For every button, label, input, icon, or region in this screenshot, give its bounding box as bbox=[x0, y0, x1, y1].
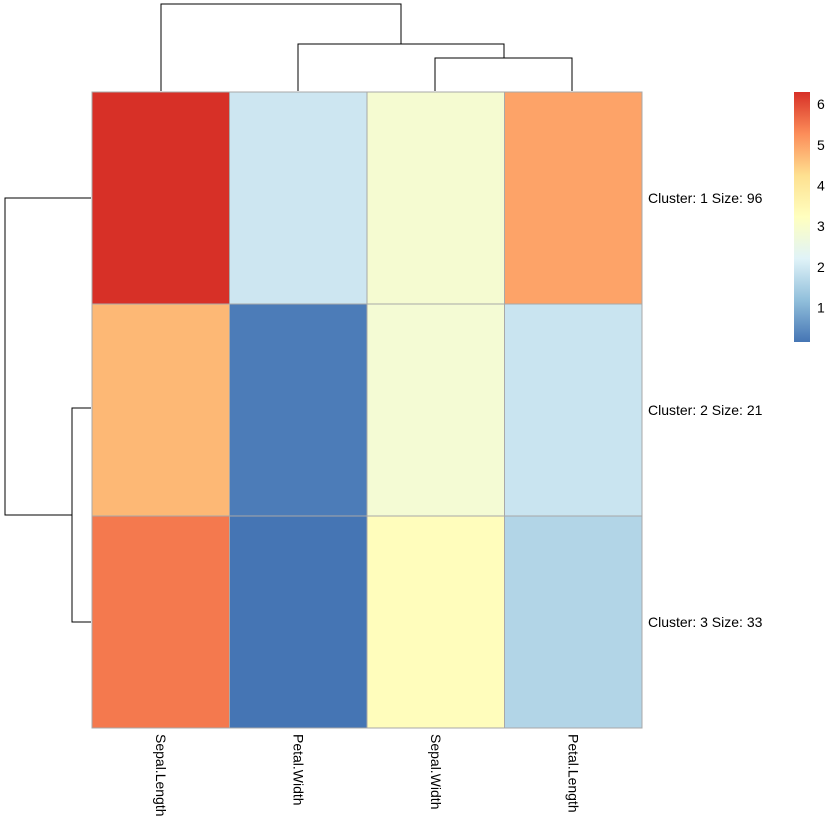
row-labels: Cluster: 1 Size: 96 Cluster: 2 Size: 21 Cl… bbox=[648, 190, 763, 630]
column-dendrogram bbox=[160, 3, 573, 91]
heatmap-cell-r3-c4 bbox=[504, 515, 643, 729]
legend-tick-label: 2 bbox=[817, 259, 825, 275]
row-label: Cluster: 2 Size: 21 bbox=[648, 402, 763, 418]
row-label: Cluster: 1 Size: 96 bbox=[648, 190, 763, 206]
heatmap-cell-r2-c1 bbox=[91, 303, 230, 517]
heatmap-cell-r2-c4 bbox=[504, 303, 643, 517]
column-label: Petal.Length bbox=[565, 734, 581, 813]
color-legend: 1 2 3 4 5 6 bbox=[794, 92, 825, 342]
heatmap-cell-r3-c3 bbox=[366, 515, 505, 729]
row-label: Cluster: 3 Size: 33 bbox=[648, 614, 763, 630]
column-dendrogram-link bbox=[160, 3, 402, 91]
heatmap-cell-r3-c1 bbox=[91, 515, 230, 729]
heatmap-cell-r2-c3 bbox=[366, 303, 505, 517]
heatmap-cell-r2-c2 bbox=[229, 303, 368, 517]
column-label: Sepal.Length bbox=[153, 734, 169, 817]
row-dendrogram-link bbox=[71, 407, 91, 623]
legend-tick-label: 4 bbox=[817, 177, 825, 193]
heatmap-cell-r3-c2 bbox=[229, 515, 368, 729]
heatmap-cells bbox=[91, 91, 643, 729]
column-label: Sepal.Width bbox=[428, 734, 444, 809]
heatmap-cell-r1-c2 bbox=[229, 91, 368, 305]
legend-tick-label: 3 bbox=[817, 218, 825, 234]
column-label: Petal.Width bbox=[290, 734, 306, 806]
legend-color-bar bbox=[794, 92, 810, 342]
heatmap-cell-r1-c4 bbox=[504, 91, 643, 305]
legend-tick-label: 5 bbox=[817, 137, 825, 153]
row-dendrogram-link bbox=[4, 197, 91, 516]
legend-tick-label: 1 bbox=[817, 299, 825, 315]
row-dendrogram bbox=[4, 197, 91, 623]
legend-tick-label: 6 bbox=[817, 96, 825, 112]
column-dendrogram-link bbox=[434, 57, 573, 91]
column-dendrogram-link bbox=[297, 43, 505, 91]
heatmap-cell-r1-c1 bbox=[91, 91, 230, 305]
heatmap-cell-r1-c3 bbox=[366, 91, 505, 305]
column-labels: Sepal.Length Petal.Width Sepal.Width Petal.… bbox=[153, 734, 582, 817]
